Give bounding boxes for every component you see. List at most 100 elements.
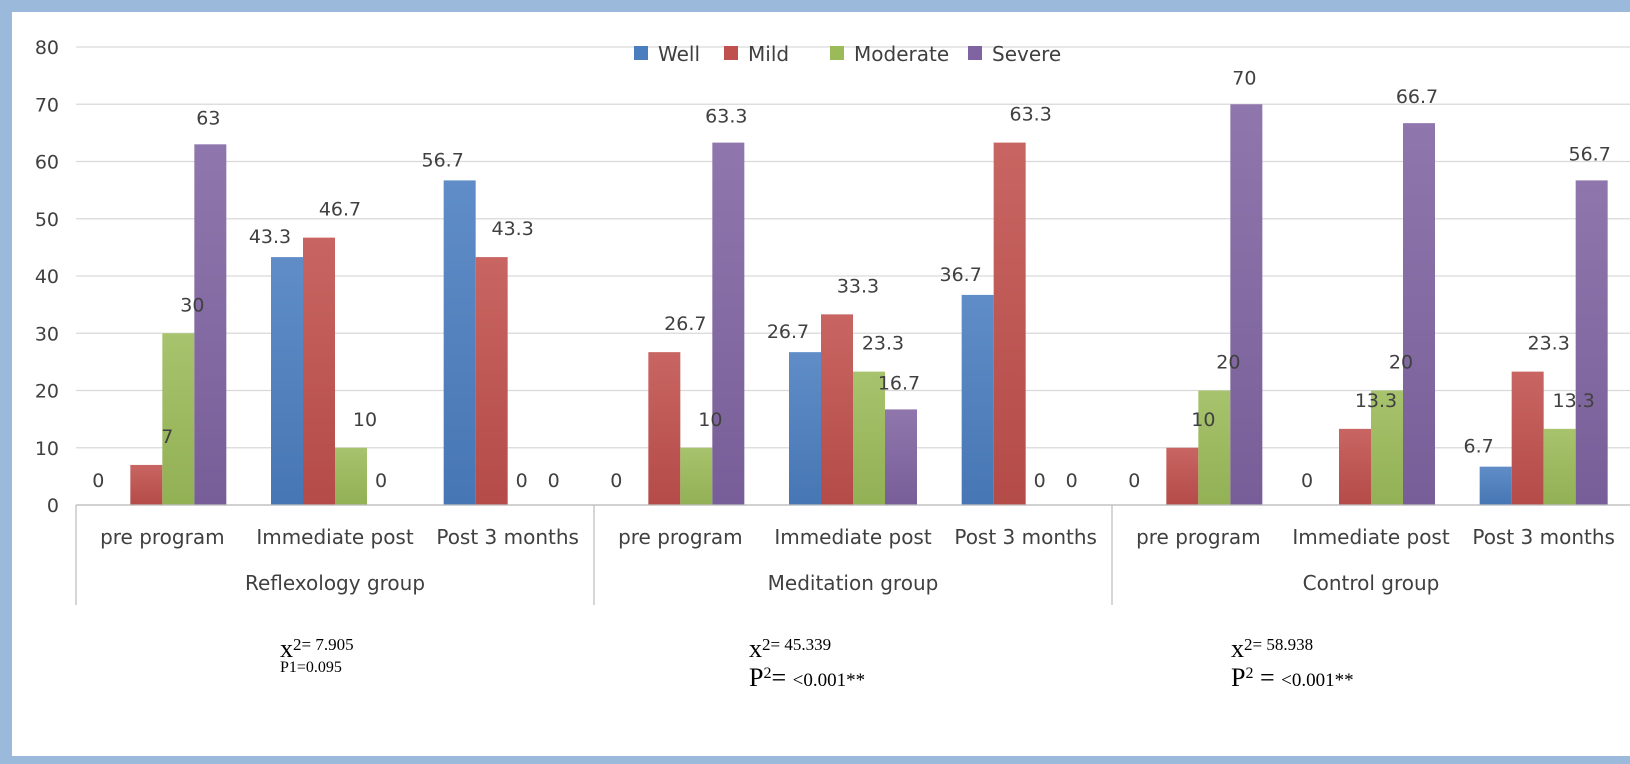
data-label: 0 — [548, 470, 560, 492]
x-axis: pre program Immediate post Post 3 months Re… — [75, 504, 1630, 605]
chi-square-symbol: x — [280, 634, 293, 663]
bar-well — [1479, 466, 1512, 505]
data-label: 0 — [1128, 470, 1140, 492]
stat-control: x2= 58.938 P2 = <0.001** — [1231, 636, 1354, 691]
bar-moderate — [1543, 428, 1576, 505]
bar-moderate — [162, 333, 195, 505]
data-label: 23.3 — [862, 333, 904, 355]
bar-mild — [648, 352, 681, 505]
data-label: 33.3 — [837, 275, 879, 297]
bar-severe — [1403, 123, 1435, 505]
y-tick-label: 0 — [47, 495, 59, 517]
legend-swatch-severe — [968, 46, 982, 60]
data-label: 20 — [1389, 352, 1413, 374]
data-label: 63.3 — [705, 106, 747, 128]
bar-mild — [303, 237, 335, 505]
y-tick-label: 40 — [35, 266, 59, 288]
legend-label: Well — [658, 42, 700, 66]
y-tick-label: 50 — [35, 209, 59, 231]
legend-label: Moderate — [854, 42, 949, 66]
data-label: 26.7 — [664, 313, 706, 335]
p-equals: = — [771, 663, 793, 692]
bar-well — [443, 180, 476, 505]
x-category-label: Post 3 months — [436, 525, 579, 549]
x-category-label: Immediate post — [1292, 525, 1450, 549]
legend: Well Mild Moderate Severe — [634, 42, 1061, 66]
chi-square-symbol: x — [1231, 634, 1244, 663]
data-label: 30 — [180, 294, 204, 316]
data-label: 10 — [353, 409, 377, 431]
data-label: 63.3 — [1010, 104, 1052, 126]
x-category-label: pre program — [100, 525, 225, 549]
p-value-text: P1=0.095 — [280, 659, 342, 676]
chi-square-value: = 7.905 — [301, 635, 354, 654]
y-tick-label: 70 — [35, 94, 59, 116]
p-symbol: P — [1231, 663, 1246, 692]
p-value: <0.001** — [1281, 670, 1354, 691]
y-axis: 0 10 20 30 40 50 60 70 80 — [35, 37, 59, 517]
stat-meditation: x2= 45.339 P2= <0.001** — [749, 636, 865, 691]
p-value: <0.001** — [792, 670, 866, 691]
y-tick-label: 30 — [35, 323, 59, 345]
data-label: 16.7 — [878, 372, 920, 394]
data-label: 0 — [610, 470, 622, 492]
bar-well — [271, 257, 303, 505]
bar-mild — [1511, 371, 1544, 505]
chi-square-value: = 45.339 — [770, 635, 832, 654]
data-label: 13.3 — [1553, 390, 1595, 412]
p-equals: = — [1253, 663, 1282, 692]
chi-square-superscript: 2 — [1244, 635, 1253, 654]
data-label: 56.7 — [422, 149, 464, 171]
bar-well — [789, 352, 821, 505]
data-label: 6.7 — [1464, 436, 1494, 458]
x-category-label: Immediate post — [774, 525, 932, 549]
data-label: 36.7 — [940, 264, 982, 286]
data-label: 0 — [516, 470, 528, 492]
p-superscript: 2 — [763, 665, 772, 682]
bar-moderate — [335, 447, 367, 505]
data-label: 66.7 — [1396, 86, 1438, 108]
data-label: 56.7 — [1569, 143, 1611, 165]
x-group-label: Control group — [1303, 571, 1440, 595]
bar-mild — [130, 464, 163, 505]
legend-label: Severe — [992, 42, 1061, 66]
data-label: 26.7 — [767, 321, 809, 343]
data-label: 43.3 — [249, 226, 291, 248]
bar-moderate — [853, 371, 885, 505]
data-label: 20 — [1216, 352, 1240, 374]
data-label: 0 — [1066, 470, 1078, 492]
bars — [130, 104, 1608, 506]
bar-moderate — [1371, 390, 1403, 505]
y-tick-label: 60 — [35, 152, 59, 174]
data-label: 23.3 — [1528, 333, 1570, 355]
data-label: 10 — [698, 409, 722, 431]
bar-severe — [194, 144, 227, 505]
bar-moderate — [1198, 390, 1231, 505]
chi-square-superscript: 2 — [293, 635, 302, 654]
x-category-label: Post 3 months — [1472, 525, 1615, 549]
chi-square-symbol: x — [749, 634, 762, 663]
data-label: 63 — [196, 107, 220, 129]
legend-label: Mild — [748, 42, 789, 66]
bar-mild — [993, 142, 1026, 506]
data-label: 43.3 — [492, 218, 534, 240]
data-label: 0 — [1034, 470, 1046, 492]
bar-severe — [712, 142, 745, 506]
data-label: 0 — [375, 470, 387, 492]
x-category-label: pre program — [1136, 525, 1261, 549]
legend-swatch-moderate — [830, 46, 844, 60]
bar-mild — [1339, 428, 1371, 505]
bar-moderate — [680, 447, 713, 505]
y-tick-label: 20 — [35, 381, 59, 403]
y-tick-label: 80 — [35, 37, 59, 59]
chi-square-superscript: 2 — [762, 635, 771, 654]
x-category-label: Immediate post — [256, 525, 414, 549]
data-label: 7 — [161, 426, 173, 448]
bar-severe — [1230, 104, 1263, 505]
bar-well — [961, 294, 994, 505]
bar-mild — [1166, 447, 1199, 505]
bar-mild — [821, 314, 853, 505]
x-group-label: Reflexology group — [245, 571, 425, 595]
